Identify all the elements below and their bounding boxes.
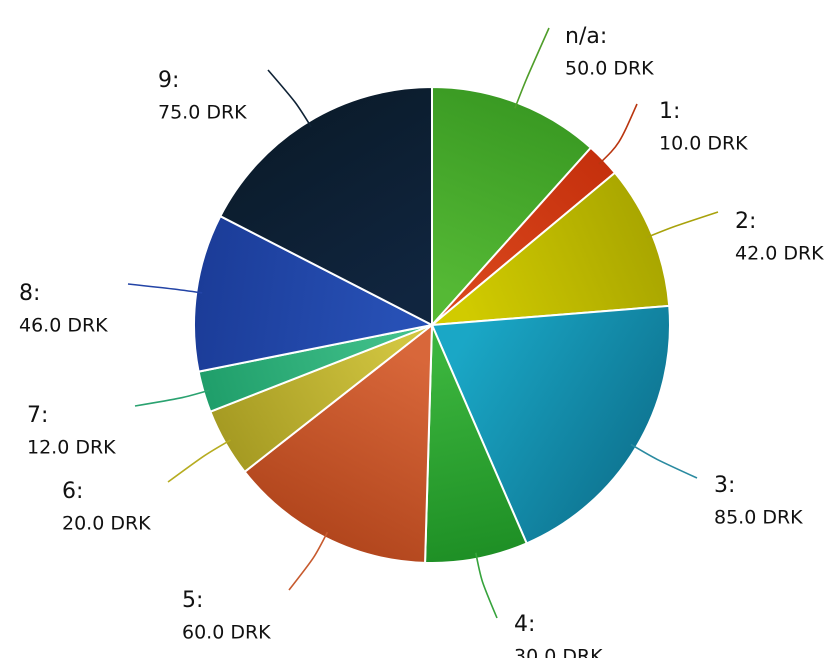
leader-line-3 <box>630 443 698 479</box>
slice-label-name: 7: <box>27 403 48 428</box>
slice-label-name: 5: <box>182 588 203 613</box>
slice-label-value: 46.0 DRK <box>19 315 108 337</box>
leader-line-7 <box>134 389 210 407</box>
slice-label-name: 9: <box>158 68 179 93</box>
leader-line-9 <box>267 69 312 128</box>
leader-line-6 <box>167 439 231 483</box>
slice-label-value: 50.0 DRK <box>565 58 654 80</box>
slice-label-value: 60.0 DRK <box>182 622 271 644</box>
leader-line-4 <box>475 552 498 619</box>
slice-label-value: 42.0 DRK <box>735 243 824 265</box>
leader-line-2 <box>646 211 719 239</box>
slice-label-value: 75.0 DRK <box>158 102 247 124</box>
slice-label-name: 3: <box>714 473 735 498</box>
leader-line-5 <box>288 531 329 591</box>
leader-line-1 <box>598 103 638 165</box>
leader-line-8 <box>127 283 203 294</box>
slice-label-name: 6: <box>62 479 83 504</box>
slice-label-value: 30.0 DRK <box>514 646 603 658</box>
slice-label-name: 2: <box>735 209 756 234</box>
slice-label-name: 4: <box>514 612 535 637</box>
slice-label-value: 10.0 DRK <box>659 133 748 155</box>
slice-label-name: n/a: <box>565 24 607 49</box>
pie-slices <box>193 85 671 564</box>
leader-lines <box>127 27 719 619</box>
leader-line-na <box>514 27 550 109</box>
slice-label-value: 85.0 DRK <box>714 507 803 529</box>
slice-label-name: 8: <box>19 281 40 306</box>
slice-label-name: 1: <box>659 99 680 124</box>
slice-label-value: 20.0 DRK <box>62 513 151 535</box>
slice-label-value: 12.0 DRK <box>27 437 116 459</box>
